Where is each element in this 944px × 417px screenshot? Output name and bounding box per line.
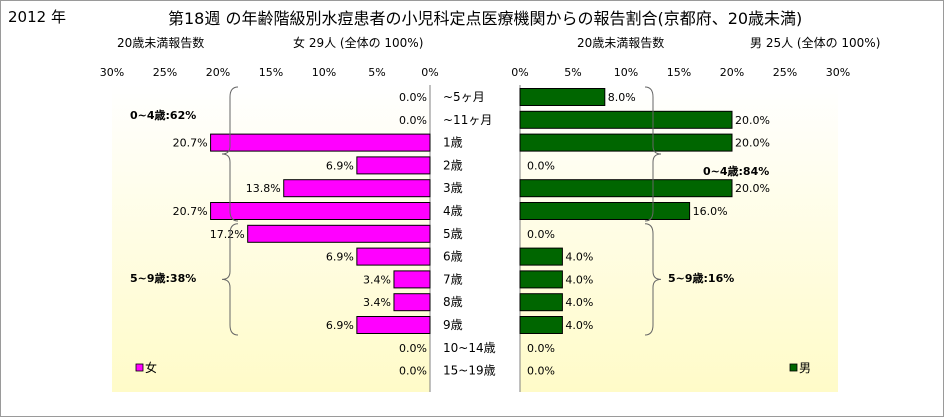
- male-tick-label: 30%: [826, 66, 850, 79]
- male-data-label: 20.0%: [735, 137, 770, 150]
- female-data-label: 3.4%: [363, 273, 391, 286]
- male-age-group-label: 5~9歳:16%: [668, 271, 734, 285]
- age-category-label: 9歳: [443, 318, 463, 332]
- male-bar: [519, 247, 563, 266]
- male-tick-label: 0%: [511, 66, 528, 79]
- male-bar: [519, 316, 563, 334]
- female-subtitle-right: 女 29人 (全体の 100%): [293, 36, 424, 50]
- female-tick-label: 5%: [368, 66, 385, 79]
- male-subtitle-right: 男 25人 (全体の 100%): [750, 36, 881, 50]
- female-age-group-brace: [221, 223, 239, 336]
- male-data-label: 0.0%: [527, 159, 555, 172]
- female-data-label: 17.2%: [210, 228, 245, 241]
- age-category-label: 1歳: [443, 136, 463, 150]
- female-data-label: 3.4%: [363, 296, 391, 309]
- female-data-label: 6.9%: [326, 319, 354, 332]
- female-tick-label: 10%: [312, 66, 336, 79]
- female-bar: [356, 247, 431, 266]
- male-data-label: 0.0%: [527, 365, 555, 378]
- male-bar: [519, 270, 563, 289]
- age-category-label: ~5ヶ月: [443, 90, 485, 104]
- female-bar: [356, 156, 431, 175]
- age-category-label: 10~14歳: [443, 341, 496, 355]
- male-subtitle-left: 20歳未満報告数: [577, 36, 665, 50]
- female-data-label: 0.0%: [399, 365, 427, 378]
- male-tick-label: 25%: [773, 66, 797, 79]
- male-data-label: 0.0%: [527, 342, 555, 355]
- female-data-label: 6.9%: [326, 159, 354, 172]
- male-bar: [519, 133, 733, 152]
- male-bar: [519, 179, 733, 198]
- female-tick-label: 25%: [153, 66, 177, 79]
- female-age-group-label: 0~4歳:62%: [130, 108, 196, 122]
- female-data-label: 20.7%: [173, 205, 208, 218]
- female-tick-label: 20%: [206, 66, 230, 79]
- age-category-label: 7歳: [443, 272, 463, 286]
- female-data-label: 0.0%: [399, 114, 427, 127]
- male-data-label: 0.0%: [527, 228, 555, 241]
- male-data-label: 16.0%: [693, 205, 728, 218]
- age-category-label: 6歳: [443, 250, 463, 264]
- chart-title: 第18週 の年齢階級別水痘患者の小児科定点医療機関からの報告割合(京都府、20歳…: [168, 9, 803, 28]
- female-data-label: 0.0%: [399, 91, 427, 104]
- female-subtitle-left: 20歳未満報告数: [117, 36, 205, 50]
- female-data-label: 13.8%: [246, 182, 281, 195]
- female-age-group-brace: [221, 86, 239, 222]
- age-category-label: 4歳: [443, 204, 463, 218]
- male-age-group-brace: [644, 223, 662, 336]
- male-data-label: 4.0%: [565, 273, 593, 286]
- male-bar: [519, 293, 563, 312]
- female-bar: [247, 224, 431, 243]
- female-data-label: 6.9%: [326, 251, 354, 264]
- male-data-label: 4.0%: [565, 296, 593, 309]
- male-tick-label: 5%: [564, 66, 581, 79]
- female-tick-label: 15%: [259, 66, 283, 79]
- male-bar: [519, 88, 606, 106]
- female-bar: [393, 293, 431, 312]
- female-bar: [356, 316, 431, 334]
- age-category-label: ~11ヶ月: [443, 113, 492, 127]
- female-bar: [210, 133, 431, 152]
- female-legend-label: 女: [145, 360, 157, 375]
- age-category-label: 15~19歳: [443, 364, 496, 378]
- male-legend-label: 男: [799, 361, 811, 375]
- male-tick-label: 20%: [720, 66, 744, 79]
- male-tick-label: 10%: [614, 66, 638, 79]
- age-category-label: 2歳: [443, 158, 463, 172]
- female-tick-label: 0%: [421, 66, 438, 79]
- male-plot-area: [520, 85, 838, 392]
- year-label: 2012 年: [8, 8, 66, 26]
- male-data-label: 4.0%: [565, 319, 593, 332]
- male-data-label: 20.0%: [735, 182, 770, 195]
- female-bar: [393, 270, 431, 289]
- male-age-group-brace: [644, 86, 662, 222]
- male-tick-label: 15%: [667, 66, 691, 79]
- age-category-label: 5歳: [443, 227, 463, 241]
- female-data-label: 0.0%: [399, 342, 427, 355]
- female-bar: [210, 202, 431, 220]
- age-category-label: 3歳: [443, 181, 463, 195]
- male-age-group-label: 0~4歳:84%: [703, 164, 769, 178]
- female-tick-label: 30%: [100, 66, 124, 79]
- female-age-group-label: 5~9歳:38%: [130, 271, 196, 285]
- female-legend-swatch: [135, 363, 144, 372]
- age-category-label: 8歳: [443, 295, 463, 309]
- male-data-label: 8.0%: [608, 91, 636, 104]
- male-legend-swatch: [789, 363, 798, 372]
- male-data-label: 20.0%: [735, 114, 770, 127]
- male-bar: [519, 110, 733, 129]
- male-bar: [519, 202, 691, 220]
- female-data-label: 20.7%: [173, 137, 208, 150]
- female-bar: [283, 179, 431, 198]
- male-data-label: 4.0%: [565, 251, 593, 264]
